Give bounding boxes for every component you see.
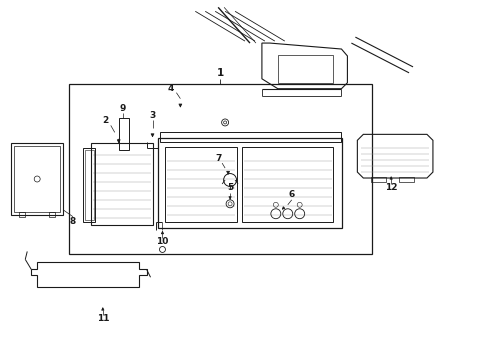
Bar: [83, 148, 95, 222]
Bar: [242, 147, 334, 222]
Text: 7: 7: [215, 154, 221, 163]
Text: 2: 2: [103, 116, 109, 125]
Bar: [19, 212, 25, 217]
Bar: [14, 146, 60, 212]
Text: 1: 1: [217, 68, 224, 78]
Text: 5: 5: [227, 184, 233, 193]
Text: 11: 11: [97, 314, 109, 323]
Text: 8: 8: [70, 217, 76, 226]
Bar: [85, 150, 94, 220]
Text: 6: 6: [289, 190, 295, 199]
Bar: [399, 177, 414, 182]
Bar: [161, 132, 342, 142]
Bar: [11, 143, 63, 215]
Bar: [119, 118, 129, 150]
Bar: [69, 84, 372, 255]
Text: 3: 3: [149, 111, 156, 120]
Bar: [91, 143, 152, 225]
Bar: [49, 212, 55, 217]
Text: 10: 10: [156, 237, 169, 246]
Text: 9: 9: [120, 104, 126, 113]
Text: 12: 12: [385, 184, 397, 193]
Bar: [158, 138, 343, 228]
Bar: [371, 177, 386, 182]
Text: 4: 4: [167, 84, 173, 93]
Bar: [166, 147, 237, 222]
Bar: [278, 55, 333, 83]
